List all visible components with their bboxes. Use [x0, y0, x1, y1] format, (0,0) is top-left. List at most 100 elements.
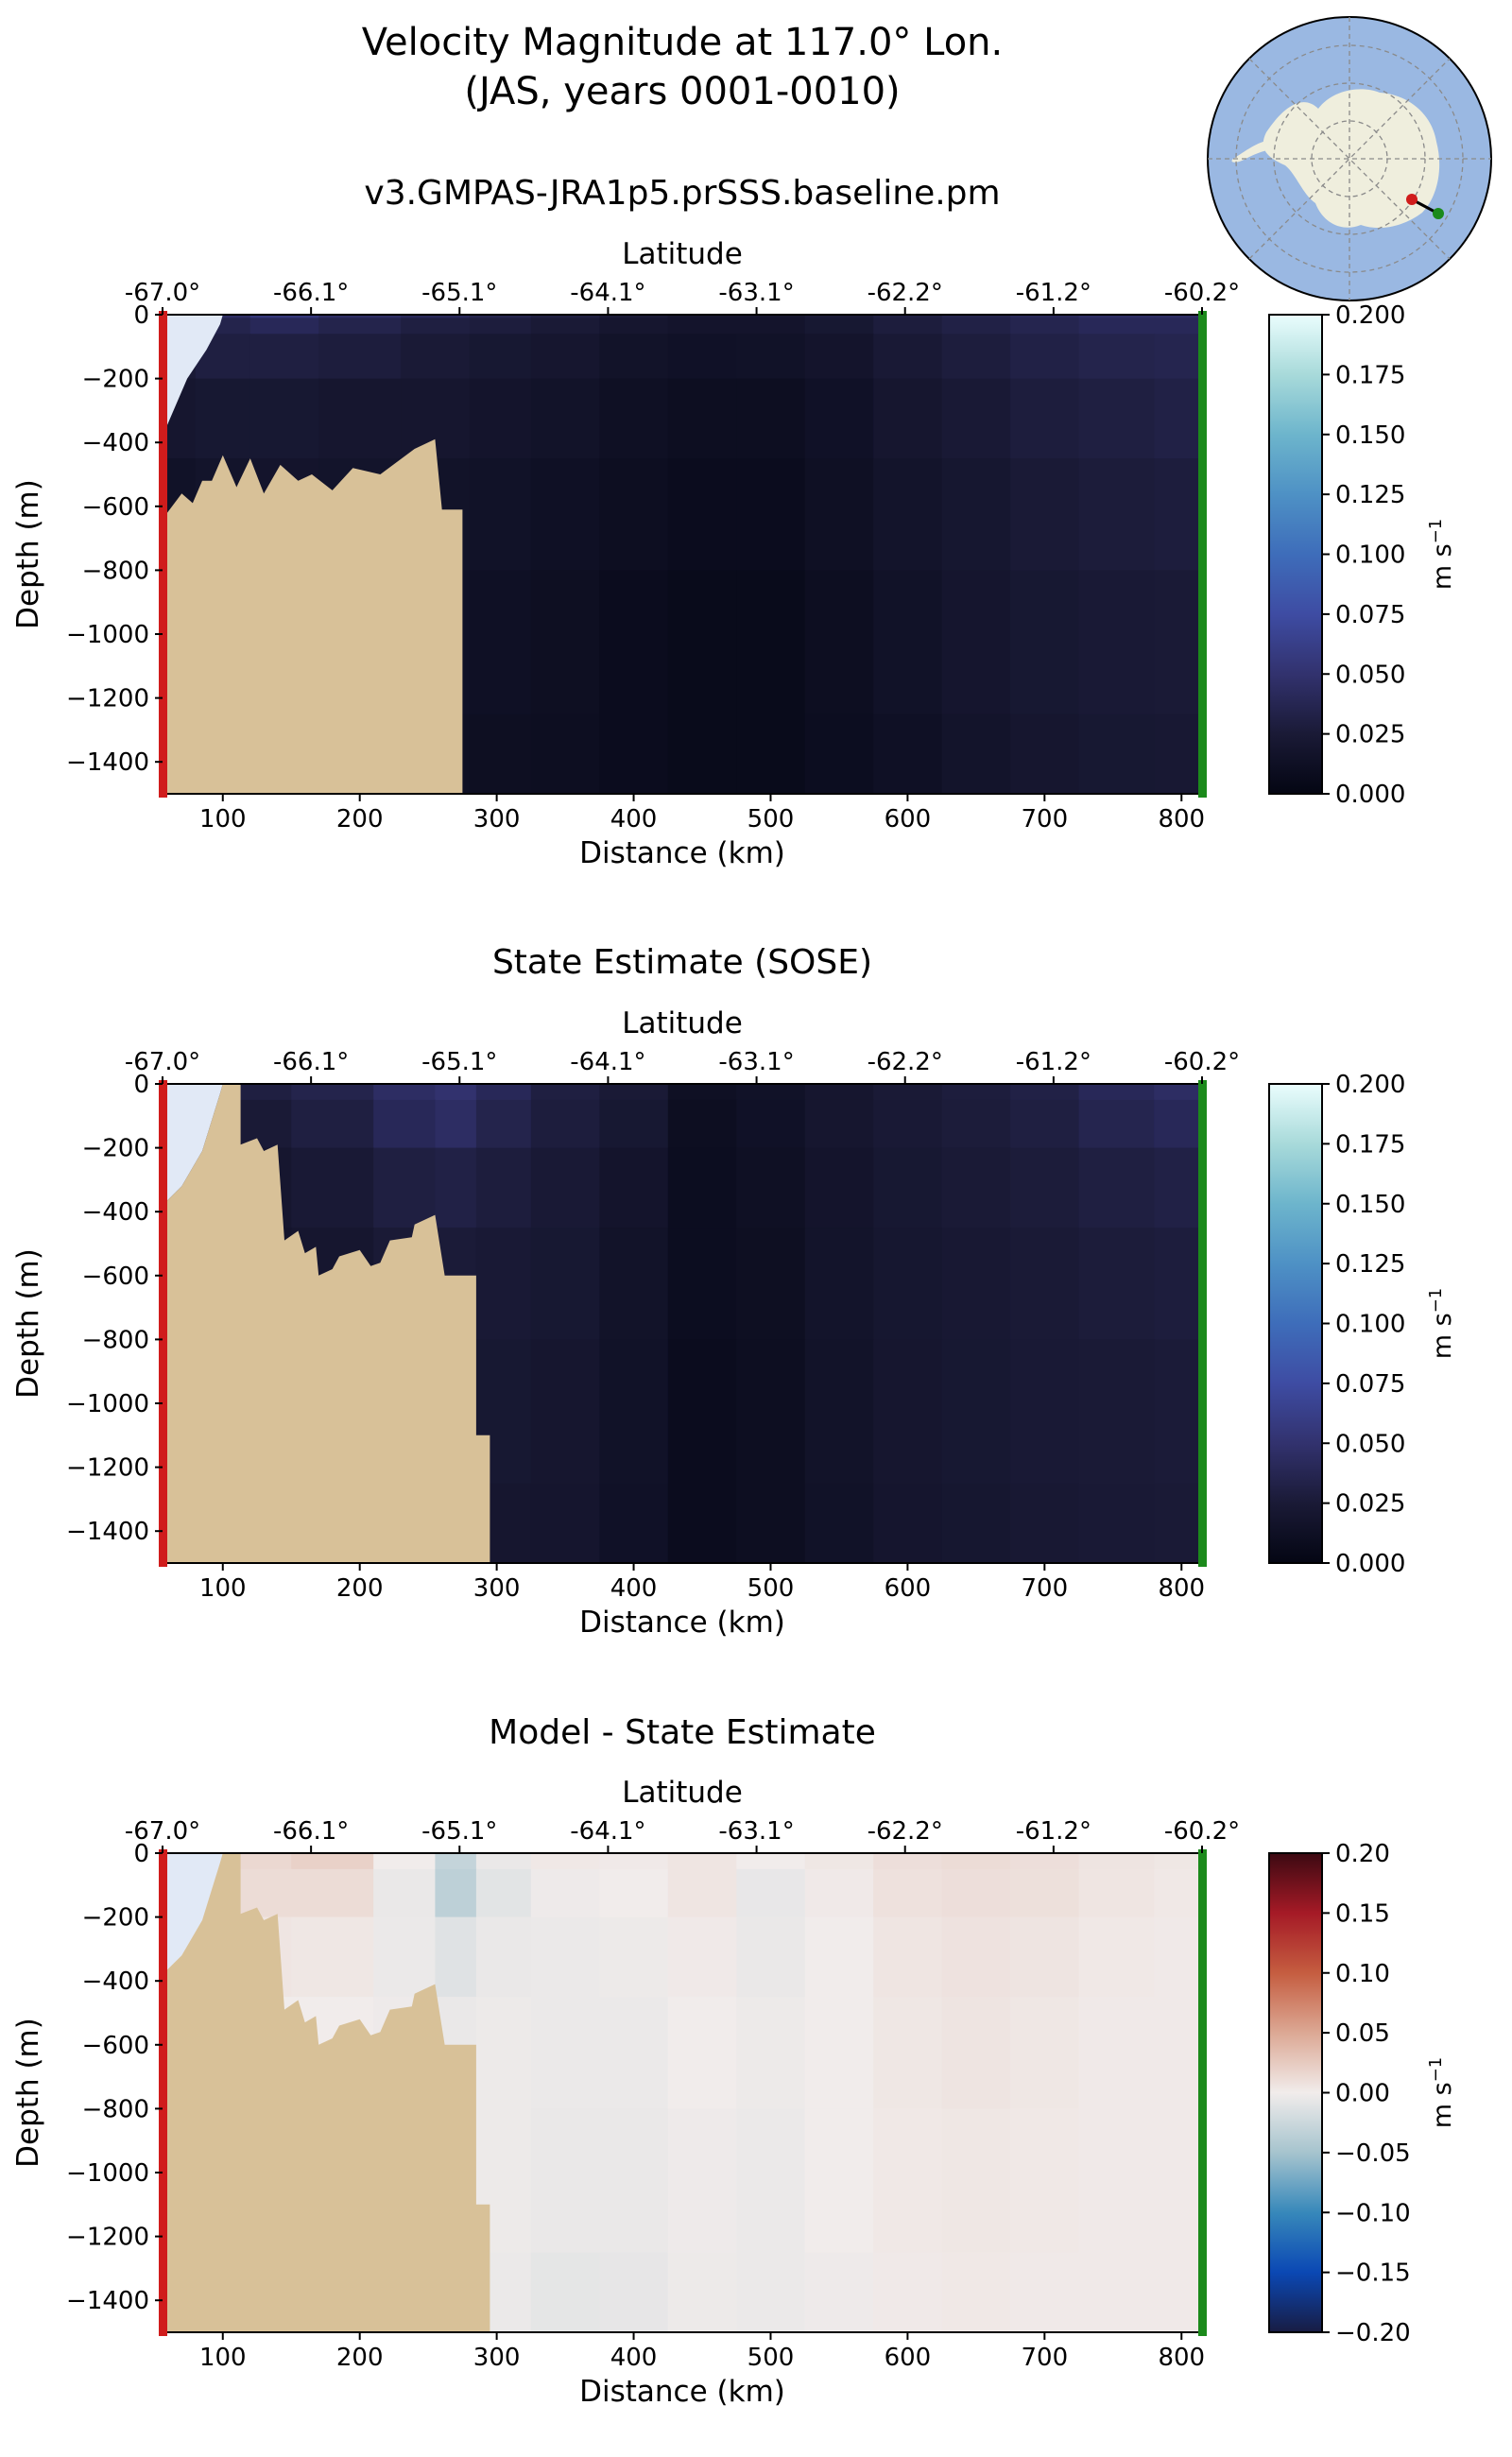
transect-start-marker [1406, 194, 1418, 205]
heatmap-cell [667, 458, 738, 572]
colorbar-tick-label: 0.175 [1335, 1130, 1405, 1159]
colorbar-tick-label: 0.200 [1335, 1071, 1405, 1099]
heatmap-cell [804, 570, 874, 715]
north-end-marker [1198, 311, 1207, 798]
heatmap-cell [530, 318, 601, 335]
lat-tick-label: -63.1° [718, 1817, 794, 1846]
heatmap-cell [736, 1483, 806, 1563]
heatmap-cell [804, 2108, 874, 2254]
y-tick-label: −600 [82, 2032, 149, 2060]
y-tick-label: −800 [82, 557, 149, 585]
x-tick-label: 800 [1158, 2344, 1205, 2372]
x-tick-label: 700 [1022, 1574, 1069, 1603]
lat-tick-label: -60.2° [1164, 279, 1240, 307]
colorbar-tick-label: 0.100 [1335, 1311, 1405, 1339]
heatmap-cell [475, 1916, 532, 1998]
colorbar-tick-label: 0.10 [1335, 1960, 1390, 1988]
heatmap-cell [1010, 378, 1080, 459]
heatmap-cell [667, 713, 738, 794]
x-tick-label: 400 [610, 805, 658, 833]
heatmap-cell [873, 1916, 943, 1998]
heatmap-cell [469, 713, 532, 794]
x-tick-label: 200 [336, 2344, 384, 2372]
heatmap-cell [373, 1099, 437, 1149]
heatmap-cell [291, 1099, 374, 1149]
heatmap-cell [1154, 2252, 1202, 2332]
colorbar-tick-label: 0.125 [1335, 481, 1405, 509]
heatmap-cell [873, 1483, 943, 1563]
y-tick-label: −600 [82, 1263, 149, 1291]
heatmap-cell [1078, 1916, 1156, 1998]
heatmap-cell [599, 2108, 669, 2254]
heatmap-cell [469, 315, 532, 319]
model-velocity-panel: v3.GMPAS-JRA1p5.prSSS.baseline.pm 100 200 3… [11, 174, 1457, 870]
heatmap-cell [599, 315, 669, 319]
heatmap-cell [401, 334, 471, 380]
heatmap-cell [667, 1853, 738, 1870]
heatmap-cell [941, 570, 1011, 715]
heatmap-cell [1154, 1483, 1202, 1563]
heatmap-cell [530, 570, 601, 715]
heatmap-cell [195, 315, 251, 319]
heatmap-cell [941, 2108, 1011, 2254]
heatmap-cell [1078, 1339, 1156, 1485]
heatmap-cell [318, 318, 402, 335]
heatmap-cell [941, 1147, 1011, 1228]
heatmap-cell [941, 1339, 1011, 1485]
colorbar [1268, 314, 1323, 795]
north-end-marker [1198, 1080, 1207, 1567]
heatmap-cell [1010, 1228, 1080, 1341]
heatmap-cell [941, 318, 1011, 335]
heatmap-cell [1010, 1339, 1080, 1485]
heatmap-cell [804, 1853, 874, 1870]
heatmap-cell [1078, 1147, 1156, 1228]
heatmap-cell [291, 1916, 374, 1998]
y-tick-label: −1200 [66, 2224, 149, 2252]
heatmap-cell [599, 1997, 669, 2110]
heatmap-cell [475, 1147, 532, 1228]
heatmap-cell [1154, 2108, 1202, 2254]
x-tick-label: 300 [473, 805, 521, 833]
heatmap-cell [530, 1084, 601, 1101]
heatmap-cell [1078, 570, 1156, 715]
heatmap-cell [475, 1228, 532, 1341]
heatmap-cell [804, 315, 874, 319]
heatmap-cell [530, 378, 601, 459]
heatmap-cell [804, 1483, 874, 1563]
lat-tick-label: -65.1° [421, 1817, 497, 1846]
colorbar-label: m s−1 [1426, 2057, 1457, 2129]
heatmap-cell [804, 1339, 874, 1485]
sose-velocity-panel: State Estimate (SOSE) 100 200 300 400 500 600 7… [11, 943, 1457, 1640]
south-end-marker [159, 1080, 167, 1567]
heatmap-cell [1078, 1868, 1156, 1918]
x-axis-label: Distance (km) [579, 1606, 785, 1640]
lat-tick-label: -67.0° [125, 1817, 200, 1846]
colorbar-tick-label: 0.20 [1335, 1840, 1390, 1868]
y-tick-label: −200 [82, 1904, 149, 1933]
heatmap-cell [736, 2252, 806, 2332]
heatmap-cell [1154, 1868, 1202, 1918]
heatmap-cell [435, 1916, 477, 1998]
heatmap-cell [1154, 1916, 1202, 1998]
x-tick-label: 300 [473, 2344, 521, 2372]
y-tick-label: −400 [82, 429, 149, 457]
heatmap-cell [435, 1084, 477, 1101]
heatmap-cell [667, 1228, 738, 1341]
seafloor-land [163, 1084, 490, 1563]
heatmap-cell [530, 1099, 601, 1149]
heatmap-cell [373, 1853, 437, 1870]
heatmap-cell [291, 1147, 374, 1228]
difference-panel: Model - State Estimate 100 200 300 400 500 600… [11, 1713, 1457, 2409]
heatmap-cell [804, 1147, 874, 1228]
heatmap-cell [941, 1228, 1011, 1341]
heatmap-cell [667, 378, 738, 459]
map-graticule [1208, 17, 1491, 301]
heatmap-cell [941, 378, 1011, 459]
heatmap-cell [291, 1868, 374, 1918]
heatmap-cell [291, 1853, 374, 1870]
heatmap-cell [736, 1228, 806, 1341]
heatmap-cell [873, 1084, 943, 1101]
x-tick-label: 800 [1158, 1574, 1205, 1603]
heatmap-cell [941, 458, 1011, 572]
